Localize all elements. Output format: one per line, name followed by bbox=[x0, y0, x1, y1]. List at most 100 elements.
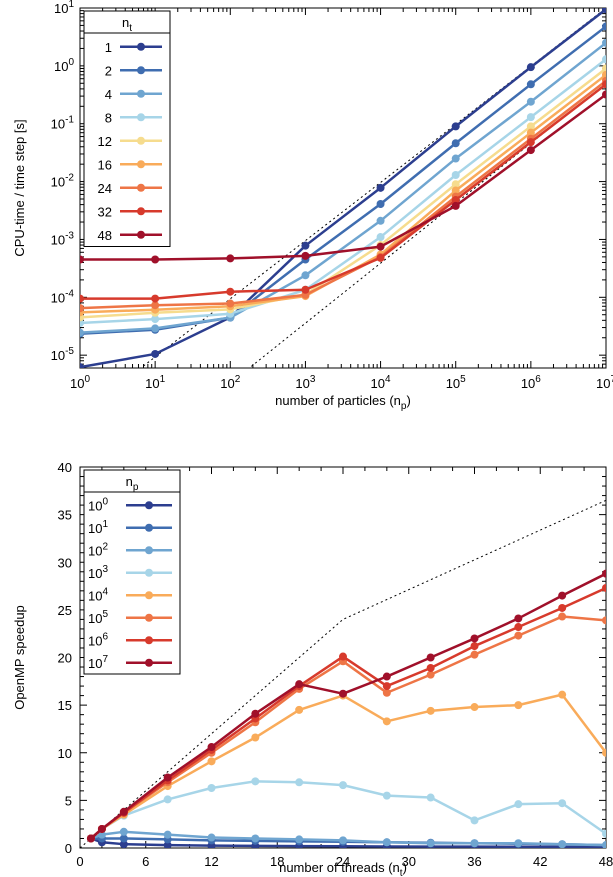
data-point bbox=[602, 841, 606, 848]
data-point bbox=[151, 315, 160, 324]
y-tick-label: 35 bbox=[58, 508, 72, 523]
legend-marker bbox=[137, 207, 145, 216]
data-point bbox=[301, 241, 310, 250]
legend: np 100 101 102 103 104 105 106 107 bbox=[83, 469, 181, 675]
legend-marker bbox=[137, 113, 145, 122]
y-tick-label: 5 bbox=[65, 793, 72, 808]
data-point bbox=[382, 838, 391, 847]
data-point bbox=[80, 363, 84, 368]
data-point bbox=[426, 793, 435, 802]
legend-label: 16 bbox=[98, 157, 112, 172]
data-point bbox=[339, 652, 347, 661]
y-tick-label: 10-5 bbox=[51, 346, 75, 363]
data-point bbox=[426, 706, 435, 715]
data-point bbox=[251, 733, 260, 742]
data-point bbox=[602, 55, 606, 64]
data-point bbox=[558, 840, 567, 848]
data-point bbox=[119, 807, 128, 816]
x-tick-label: 30 bbox=[402, 854, 416, 869]
series-line-48 bbox=[80, 93, 606, 261]
legend-marker bbox=[145, 501, 153, 510]
y-tick-label: 10-4 bbox=[51, 288, 75, 305]
data-point bbox=[426, 663, 435, 672]
data-point bbox=[514, 839, 523, 848]
legend-label: 107 bbox=[88, 654, 108, 671]
data-point bbox=[470, 816, 479, 825]
data-point bbox=[526, 128, 535, 137]
data-point bbox=[514, 614, 523, 623]
data-point bbox=[80, 304, 84, 313]
data-point bbox=[470, 650, 479, 659]
y-tick-label: 15 bbox=[58, 698, 72, 713]
data-point bbox=[226, 287, 235, 296]
data-point bbox=[451, 196, 460, 205]
legend-marker bbox=[137, 42, 145, 51]
data-point bbox=[426, 653, 435, 662]
data-point bbox=[376, 253, 385, 262]
data-point bbox=[226, 299, 235, 308]
data-point bbox=[426, 839, 435, 848]
data-point bbox=[602, 64, 606, 73]
data-point bbox=[251, 709, 260, 718]
data-point bbox=[97, 824, 106, 833]
data-point bbox=[558, 612, 567, 621]
data-point bbox=[207, 743, 216, 752]
data-point bbox=[376, 242, 385, 251]
data-point bbox=[376, 183, 385, 192]
x-tick-label: 24 bbox=[336, 854, 350, 869]
series-line-4 bbox=[80, 41, 606, 334]
y-tick-label: 100 bbox=[54, 57, 74, 74]
data-point bbox=[295, 835, 304, 844]
series-line-10^0 bbox=[90, 837, 606, 848]
data-point bbox=[376, 216, 385, 225]
data-point bbox=[151, 255, 160, 264]
y-tick-label: 40 bbox=[58, 460, 72, 475]
legend-label: 12 bbox=[98, 134, 112, 149]
legend-marker bbox=[145, 613, 153, 622]
data-point bbox=[163, 830, 172, 839]
data-point bbox=[207, 757, 216, 766]
legend-marker bbox=[145, 658, 153, 667]
data-point bbox=[207, 783, 216, 792]
data-point bbox=[151, 324, 160, 333]
legend-label: 1 bbox=[105, 40, 112, 55]
data-point bbox=[301, 285, 310, 294]
data-point bbox=[80, 294, 84, 303]
legend-marker bbox=[145, 568, 153, 577]
data-point bbox=[526, 113, 535, 122]
x-tick-label: 102 bbox=[220, 374, 240, 391]
legend-marker bbox=[137, 160, 145, 169]
data-point bbox=[163, 795, 172, 804]
legend-marker bbox=[145, 523, 153, 532]
legend-title: np bbox=[126, 474, 139, 493]
data-point bbox=[151, 294, 160, 303]
data-point bbox=[526, 138, 535, 147]
data-point bbox=[119, 827, 128, 836]
data-point bbox=[295, 680, 304, 689]
data-point bbox=[602, 22, 606, 31]
data-point bbox=[163, 773, 172, 782]
x-tick-label: 48 bbox=[599, 854, 613, 869]
data-point bbox=[602, 583, 606, 592]
data-point bbox=[382, 688, 391, 697]
data-point bbox=[558, 603, 567, 612]
data-point bbox=[526, 63, 535, 72]
data-point bbox=[602, 829, 606, 838]
data-point bbox=[470, 703, 479, 712]
data-point bbox=[151, 301, 160, 310]
series-line-8 bbox=[80, 58, 606, 325]
data-point bbox=[470, 839, 479, 848]
data-point bbox=[514, 701, 523, 710]
legend-marker bbox=[137, 66, 145, 75]
legend-box bbox=[83, 10, 171, 247]
y-tick-label: 20 bbox=[58, 651, 72, 666]
legend-label: 101 bbox=[88, 519, 108, 536]
y-axis-title: OpenMP speedup bbox=[12, 605, 27, 710]
data-point bbox=[526, 146, 535, 155]
plot-frame bbox=[79, 7, 607, 369]
data-point bbox=[451, 139, 460, 148]
series-line-10^2 bbox=[90, 830, 606, 847]
x-tick-label: 6 bbox=[142, 854, 149, 869]
x-tick-label: 12 bbox=[204, 854, 218, 869]
